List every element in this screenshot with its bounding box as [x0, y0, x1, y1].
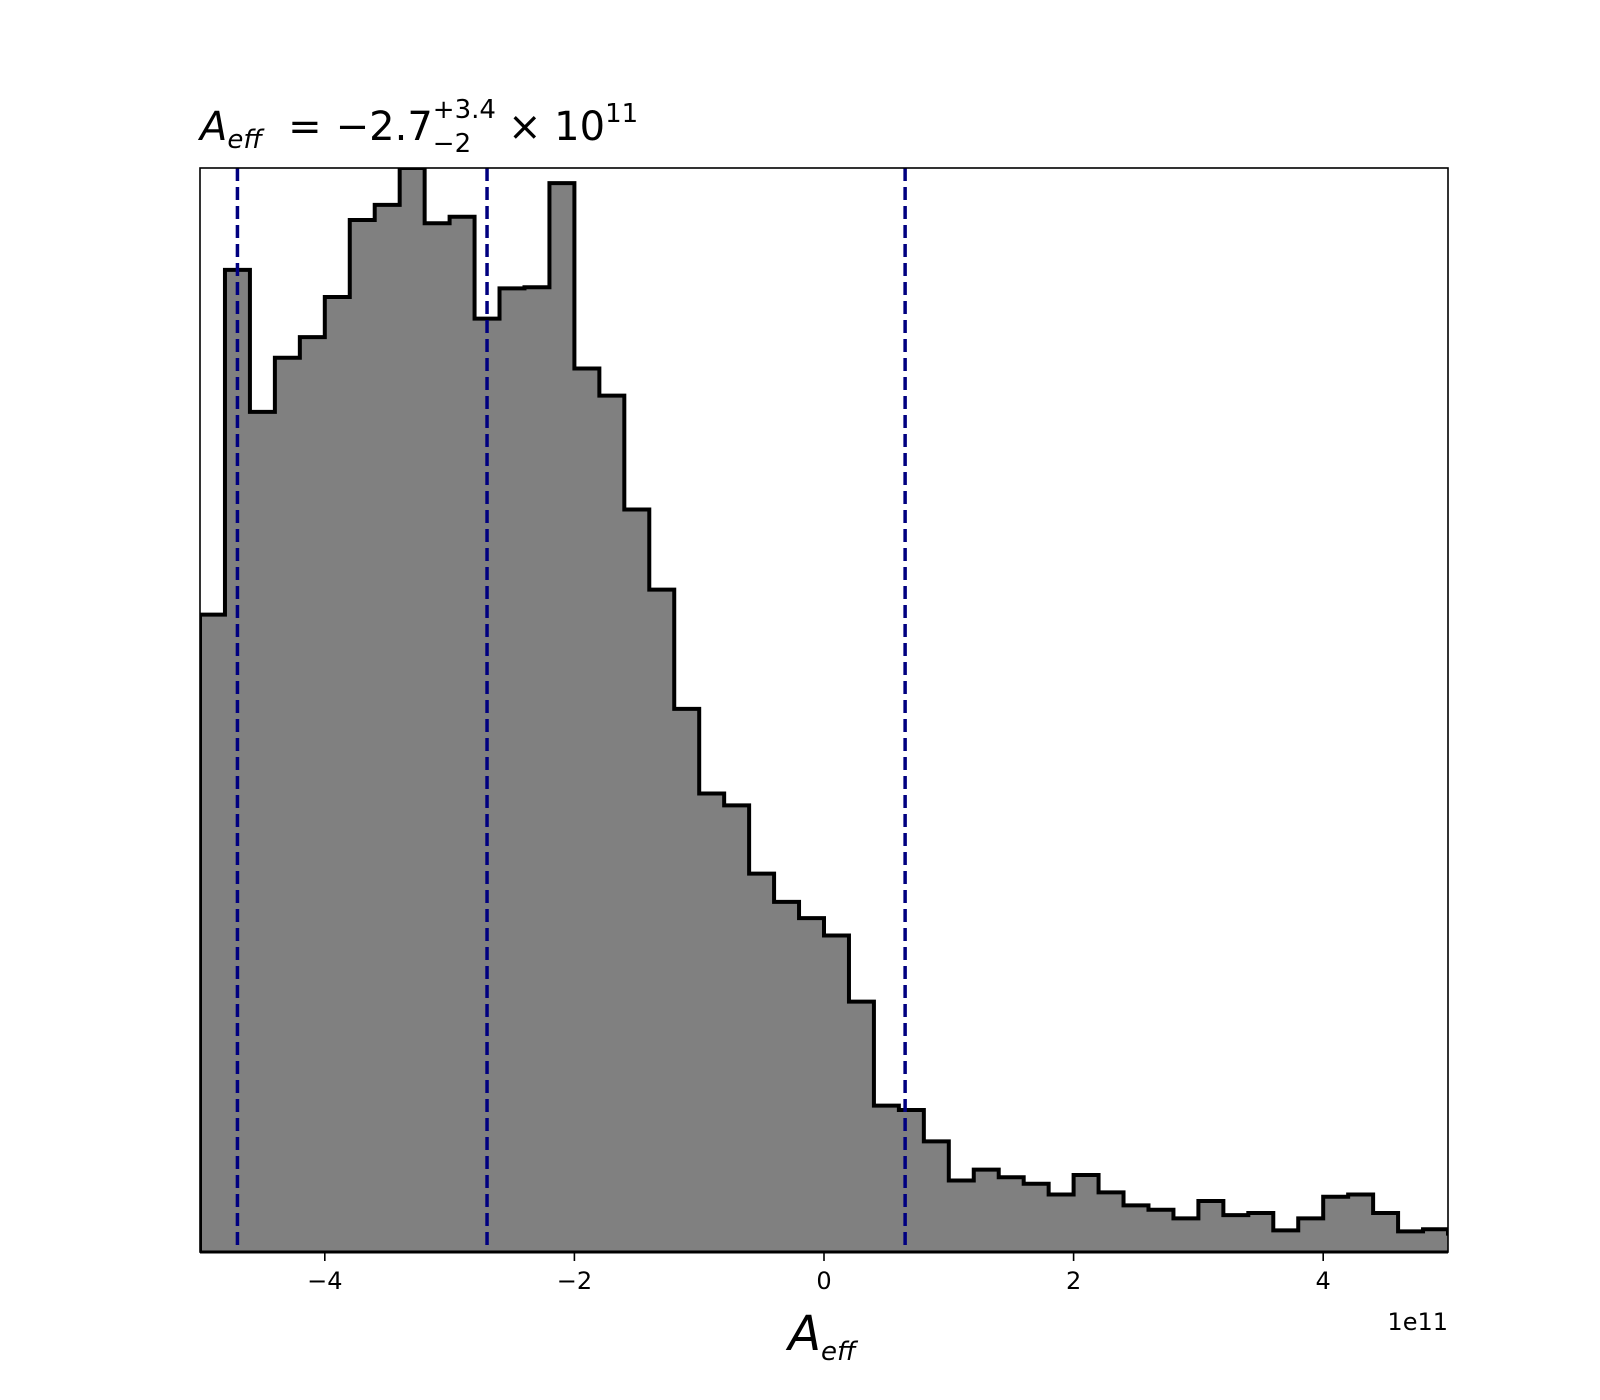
histogram-bar	[898, 1109, 925, 1252]
histogram-bar	[1098, 1192, 1125, 1252]
x-axis-ticks: −4 −2 0 2 4	[307, 1252, 1331, 1295]
title-error-plus: +3.4	[433, 95, 496, 125]
title-median: −2.7	[336, 104, 433, 150]
histogram-bar	[724, 805, 750, 1252]
histogram-bar	[799, 918, 825, 1252]
histogram-bar	[973, 1169, 1000, 1252]
histogram-bar	[1198, 1201, 1224, 1252]
histogram-bar	[1323, 1196, 1349, 1252]
histogram-bar	[1073, 1175, 1100, 1252]
histogram-bar	[349, 220, 376, 1252]
x-tick-label: −4	[307, 1267, 342, 1295]
x-axis-label: Aeff	[785, 1306, 859, 1367]
histogram-bar	[1448, 1234, 1474, 1252]
histogram-bar	[649, 589, 675, 1252]
histogram-bar	[998, 1177, 1025, 1252]
x-axis-label-symbol: A	[785, 1306, 821, 1362]
histogram-bar	[624, 509, 650, 1252]
x-tick-label: 4	[1316, 1267, 1331, 1295]
histogram-bar	[923, 1141, 950, 1252]
x-axis-label-subscript: eff	[821, 1337, 859, 1367]
histogram-bar	[524, 287, 551, 1252]
title-error-minus: −2	[433, 129, 471, 159]
histogram-bar	[1023, 1183, 1050, 1252]
histogram-bar	[399, 168, 426, 1252]
histogram-bar	[1248, 1212, 1274, 1252]
histogram-bar	[699, 793, 725, 1252]
histogram-bar	[1373, 1212, 1399, 1252]
histogram-outline	[200, 168, 1448, 1252]
x-tick-label: 0	[816, 1267, 831, 1295]
title-exponent: 11	[605, 99, 638, 129]
title-times-base: × 10	[508, 104, 605, 150]
histogram-bar	[674, 708, 700, 1252]
histogram-bar	[824, 935, 850, 1252]
histogram-bar	[574, 368, 600, 1252]
x-tick-label: 2	[1066, 1267, 1081, 1295]
title-equals: =	[288, 104, 322, 150]
histogram-bar	[249, 411, 276, 1252]
histogram-bar	[599, 395, 625, 1252]
chart-title: Aeff = −2.7+3.4 −2 × 1011	[197, 95, 638, 159]
histogram-bar	[1423, 1229, 1448, 1252]
x-tick-label: −2	[557, 1267, 592, 1295]
histogram-bar	[749, 873, 775, 1252]
histogram-bar	[848, 1001, 875, 1252]
title-symbol: A	[197, 104, 227, 150]
histogram-bar	[549, 183, 575, 1252]
histogram-bar	[1298, 1218, 1324, 1252]
histogram-bins	[200, 168, 1474, 1252]
histogram-bar	[374, 204, 401, 1252]
histogram-bar	[873, 1105, 900, 1252]
title-symbol-subscript: eff	[227, 125, 265, 155]
histogram-bar	[200, 614, 226, 1252]
histogram-bar	[1148, 1209, 1175, 1252]
histogram-bar	[774, 901, 800, 1252]
histogram-bar	[424, 223, 451, 1252]
histogram-bar	[274, 357, 301, 1252]
histogram-bar	[299, 337, 326, 1252]
plot-area	[199, 167, 1474, 1254]
histogram-bar	[1223, 1215, 1249, 1252]
x-axis-offset-label: 1e11	[1387, 1308, 1448, 1336]
histogram-bar	[1173, 1218, 1199, 1252]
histogram-bar	[1348, 1194, 1374, 1252]
histogram-bar	[449, 216, 476, 1252]
histogram-bar	[324, 296, 351, 1252]
histogram-bar	[948, 1180, 975, 1252]
histogram-bar	[1273, 1230, 1299, 1252]
histogram-bar	[1123, 1205, 1150, 1252]
histogram-bar	[499, 288, 526, 1252]
histogram-bar	[1398, 1231, 1424, 1252]
histogram-bar	[1048, 1194, 1075, 1252]
